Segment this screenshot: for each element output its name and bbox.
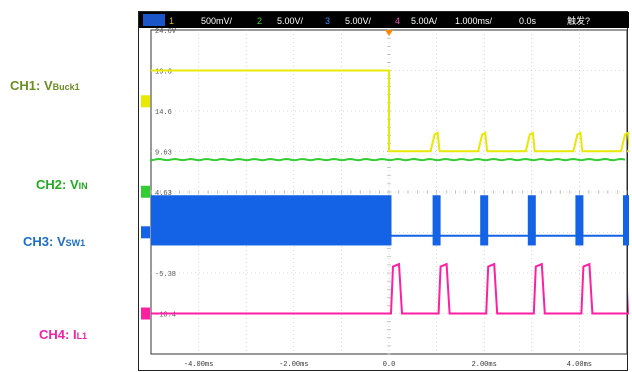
ch2-label-sub: IN (78, 181, 88, 191)
y-tick-label: 9.63 (155, 149, 172, 157)
ch4-trace (151, 262, 629, 315)
x-tick-label: 0.0 (383, 361, 396, 369)
channel-select-box (143, 14, 165, 26)
ch2-label: CH2: VIN (36, 177, 88, 192)
ch3-burst (527, 195, 536, 246)
y-tick-label: 19.6 (155, 69, 172, 77)
ch1-label-sub: Buck1 (52, 82, 80, 92)
x-tick-label: -4.00ms (184, 361, 213, 369)
header-item: 1 (169, 16, 174, 26)
ch3-burst (480, 195, 489, 246)
ch3-switching-band (151, 195, 389, 246)
trigger-marker (385, 30, 393, 36)
oscilloscope-display: 1 500mV/2 5.00V/3 5.00V/4 5.00A/1.000ms/0.0s… (138, 11, 629, 371)
y-tick-label: -10.4 (155, 312, 176, 320)
scope-svg: 1 500mV/2 5.00V/3 5.00V/4 5.00A/1.000ms/0.0s… (139, 12, 629, 369)
ch4-label-sub: L1 (76, 331, 88, 341)
ch3-burst (575, 195, 584, 246)
ch4-label: CH4: IL1 (39, 327, 87, 342)
ch1-label: CH1: VBuck1 (10, 78, 80, 93)
y-tick-label: -5.38 (155, 271, 176, 279)
ch3-label: CH3: VSW1 (23, 234, 85, 249)
ch4-label-main: CH4: I (39, 327, 77, 342)
header-item: 4 (395, 16, 400, 26)
ch2-label-main: CH2: V (36, 177, 79, 192)
y-tick-label: 4.63 (155, 190, 172, 198)
header-bar (139, 12, 629, 28)
ch2-trace (150, 157, 626, 162)
header-item: 5.00V/ (345, 16, 372, 26)
header-item: 1.000ms/ (455, 16, 493, 26)
header-item: 5.00V/ (277, 16, 304, 26)
channel-marker (141, 307, 150, 320)
x-tick-label: 2.00ms (472, 361, 497, 369)
channel-marker (141, 95, 150, 108)
y-tick-label: 24.6V (155, 28, 177, 36)
ch3-burst (623, 195, 629, 246)
ch3-label-sub: SW1 (65, 238, 86, 248)
ch3-label-main: CH3: V (23, 234, 66, 249)
ch3-burst (432, 195, 441, 246)
header-item: 3 (325, 16, 330, 26)
header-item: 500mV/ (201, 16, 233, 26)
channel-marker (141, 226, 150, 239)
x-tick-label: 4.00ms (567, 361, 592, 369)
header-item: 0.0s (519, 16, 537, 26)
channel-marker (141, 185, 150, 198)
header-item: 2 (257, 16, 262, 26)
ch1-trace (151, 69, 629, 153)
ch1-label-main: CH1: V (10, 78, 53, 93)
header-item: 触发? (567, 15, 590, 26)
y-tick-label: 14.6 (155, 109, 172, 117)
x-tick-label: -2.00ms (279, 361, 308, 369)
header-item: 5.00A/ (411, 16, 438, 26)
